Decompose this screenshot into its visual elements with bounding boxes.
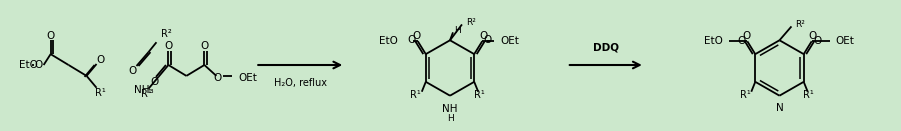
Text: H: H (447, 114, 453, 123)
Text: N: N (776, 103, 783, 113)
Text: O: O (34, 60, 42, 70)
Text: R¹: R¹ (740, 90, 751, 100)
Text: O: O (808, 31, 817, 41)
Text: OEt: OEt (239, 73, 257, 83)
Text: EtO: EtO (19, 60, 38, 70)
Text: OEt: OEt (500, 36, 519, 46)
Text: R¹: R¹ (96, 88, 106, 98)
Text: O: O (128, 66, 137, 76)
Text: O: O (737, 36, 745, 46)
Text: O: O (164, 41, 173, 51)
Text: R¹: R¹ (410, 90, 421, 100)
Text: H₂O, reflux: H₂O, reflux (274, 78, 327, 88)
Text: R²: R² (796, 20, 805, 29)
Text: O: O (413, 31, 421, 41)
Text: O: O (483, 35, 491, 45)
Text: H: H (454, 26, 460, 35)
Text: O: O (96, 55, 105, 65)
Text: R¹: R¹ (141, 89, 152, 99)
Text: R¹: R¹ (474, 90, 485, 100)
Text: NH: NH (442, 103, 458, 114)
Text: O: O (200, 41, 208, 51)
Text: O: O (742, 31, 751, 41)
Text: OEt: OEt (835, 36, 854, 46)
Text: O: O (814, 36, 822, 46)
Text: R¹: R¹ (804, 90, 815, 100)
Text: R²: R² (161, 29, 172, 39)
Text: O: O (150, 77, 159, 87)
Text: O: O (479, 31, 487, 41)
Text: O: O (47, 31, 55, 41)
Text: O: O (214, 73, 222, 83)
Text: O: O (407, 35, 416, 45)
Text: EtO: EtO (379, 36, 398, 46)
Text: EtO: EtO (705, 36, 724, 46)
Text: NH₃: NH₃ (133, 85, 153, 95)
Text: DDQ: DDQ (593, 42, 619, 52)
Text: R²: R² (466, 18, 476, 27)
